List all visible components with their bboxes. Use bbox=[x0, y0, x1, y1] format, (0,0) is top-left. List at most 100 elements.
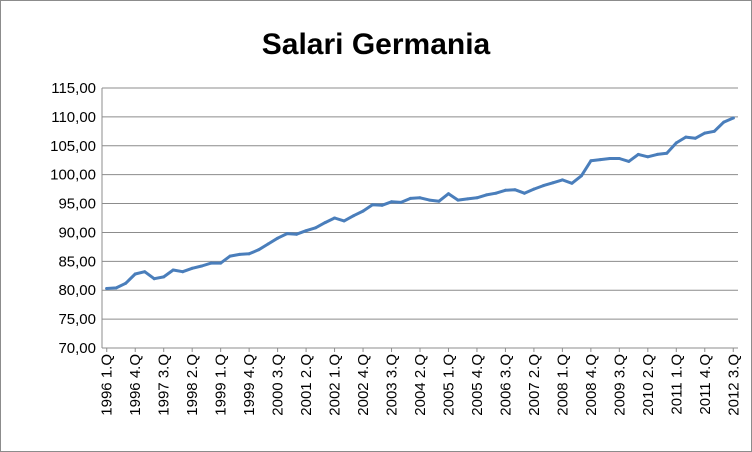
y-tick-label: 105,00 bbox=[50, 138, 96, 155]
data-point bbox=[608, 157, 612, 160]
x-tick-label: 2004 2.Q bbox=[412, 354, 429, 416]
x-tick-label: 2002 1.Q bbox=[327, 354, 344, 416]
data-point bbox=[285, 232, 289, 236]
data-point bbox=[503, 188, 507, 192]
y-tick-label: 95,00 bbox=[58, 196, 96, 213]
data-point bbox=[342, 219, 346, 223]
y-axis-tick-labels: 70,00 75,00 80,00 85,00 90,00 95,00 100,00 105,… bbox=[50, 80, 96, 357]
y-tick-label: 85,00 bbox=[58, 253, 96, 270]
x-tick-label: 2011 1.Q bbox=[668, 354, 685, 415]
x-tick-label: 2005 1.Q bbox=[440, 354, 457, 416]
data-point bbox=[712, 129, 716, 133]
data-point bbox=[399, 200, 403, 204]
data-point bbox=[295, 232, 299, 236]
data-point bbox=[617, 157, 621, 160]
data-point bbox=[466, 197, 469, 201]
data-point bbox=[418, 196, 422, 200]
x-tick-label: 1997 3.Q bbox=[156, 354, 173, 416]
y-tick-label: 90,00 bbox=[58, 224, 96, 241]
data-point bbox=[219, 261, 223, 265]
data-point bbox=[257, 248, 261, 252]
data-point bbox=[579, 174, 583, 178]
data-point bbox=[655, 152, 659, 156]
data-point bbox=[352, 214, 356, 218]
x-tick-label: 2001 2.Q bbox=[298, 354, 315, 416]
data-point bbox=[428, 198, 431, 202]
x-tick-label: 2008 1.Q bbox=[554, 354, 571, 416]
data-point bbox=[636, 152, 640, 156]
data-point bbox=[266, 242, 270, 246]
data-point bbox=[314, 226, 318, 230]
data-point bbox=[105, 287, 109, 290]
data-point bbox=[447, 192, 450, 196]
x-tick-label: 2007 2.Q bbox=[526, 354, 543, 416]
x-tick-label: 1999 4.Q bbox=[241, 354, 258, 416]
y-tick-label: 100,00 bbox=[50, 167, 96, 184]
x-tick-label: 2006 3.Q bbox=[497, 354, 514, 416]
data-point bbox=[200, 264, 204, 268]
data-point bbox=[143, 270, 147, 274]
data-point bbox=[333, 216, 337, 220]
data-point bbox=[484, 193, 488, 197]
data-point bbox=[665, 151, 669, 155]
data-point bbox=[323, 221, 327, 225]
data-point bbox=[541, 184, 545, 188]
data-point bbox=[171, 268, 175, 272]
x-tick-label: 1999 1.Q bbox=[213, 354, 230, 416]
data-point bbox=[276, 236, 280, 240]
data-point bbox=[522, 191, 526, 195]
data-point bbox=[228, 254, 232, 258]
data-point bbox=[456, 198, 460, 202]
data-point bbox=[627, 159, 631, 163]
chart-title: Salari Germania bbox=[262, 28, 491, 61]
series-layer bbox=[105, 116, 735, 290]
data-point bbox=[380, 203, 384, 207]
data-point bbox=[437, 199, 441, 203]
x-tick-label: 2000 3.Q bbox=[270, 354, 287, 416]
x-tick-label: 2011 4.Q bbox=[697, 354, 714, 415]
data-point bbox=[238, 252, 242, 256]
data-point bbox=[703, 131, 707, 135]
data-point bbox=[390, 200, 393, 204]
data-point bbox=[371, 203, 374, 207]
data-point bbox=[114, 286, 118, 290]
data-point bbox=[247, 252, 251, 256]
data-point bbox=[731, 116, 735, 120]
x-tick-label: 2002 4.Q bbox=[355, 354, 372, 416]
data-point bbox=[693, 136, 697, 140]
y-tick-label: 70,00 bbox=[58, 340, 96, 357]
data-point bbox=[124, 281, 128, 285]
data-point bbox=[722, 120, 726, 124]
y-tick-label: 75,00 bbox=[58, 311, 96, 328]
x-axis-tick-labels: 1996 1.Q 1996 4.Q 1997 3.Q 1998 2.Q 1999 1.Q… bbox=[99, 348, 742, 416]
data-point bbox=[162, 275, 166, 279]
data-point bbox=[560, 178, 564, 182]
x-tick-label: 1996 4.Q bbox=[127, 354, 144, 416]
x-tick-label: 1996 1.Q bbox=[99, 354, 116, 416]
x-tick-label: 2010 2.Q bbox=[640, 354, 657, 416]
y-tick-label: 80,00 bbox=[58, 282, 96, 299]
data-point bbox=[646, 155, 650, 159]
x-tick-label: 1998 2.Q bbox=[184, 354, 201, 416]
data-point bbox=[181, 270, 185, 274]
data-point bbox=[361, 209, 365, 213]
data-point bbox=[570, 181, 574, 185]
data-point bbox=[304, 229, 308, 233]
data-point bbox=[684, 135, 688, 139]
data-point bbox=[190, 266, 194, 270]
data-point bbox=[551, 181, 555, 185]
gridlines bbox=[102, 87, 738, 320]
y-tick-label: 110,00 bbox=[51, 109, 96, 126]
data-point bbox=[513, 188, 517, 192]
data-point bbox=[598, 158, 602, 162]
x-tick-label: 2009 3.Q bbox=[611, 354, 628, 416]
data-point bbox=[209, 261, 213, 265]
data-point bbox=[532, 187, 536, 191]
x-tick-label: 2003 3.Q bbox=[384, 354, 401, 416]
data-point bbox=[674, 141, 678, 145]
x-tick-label: 2008 4.Q bbox=[583, 354, 600, 416]
data-point bbox=[494, 191, 498, 195]
data-point bbox=[589, 159, 593, 163]
